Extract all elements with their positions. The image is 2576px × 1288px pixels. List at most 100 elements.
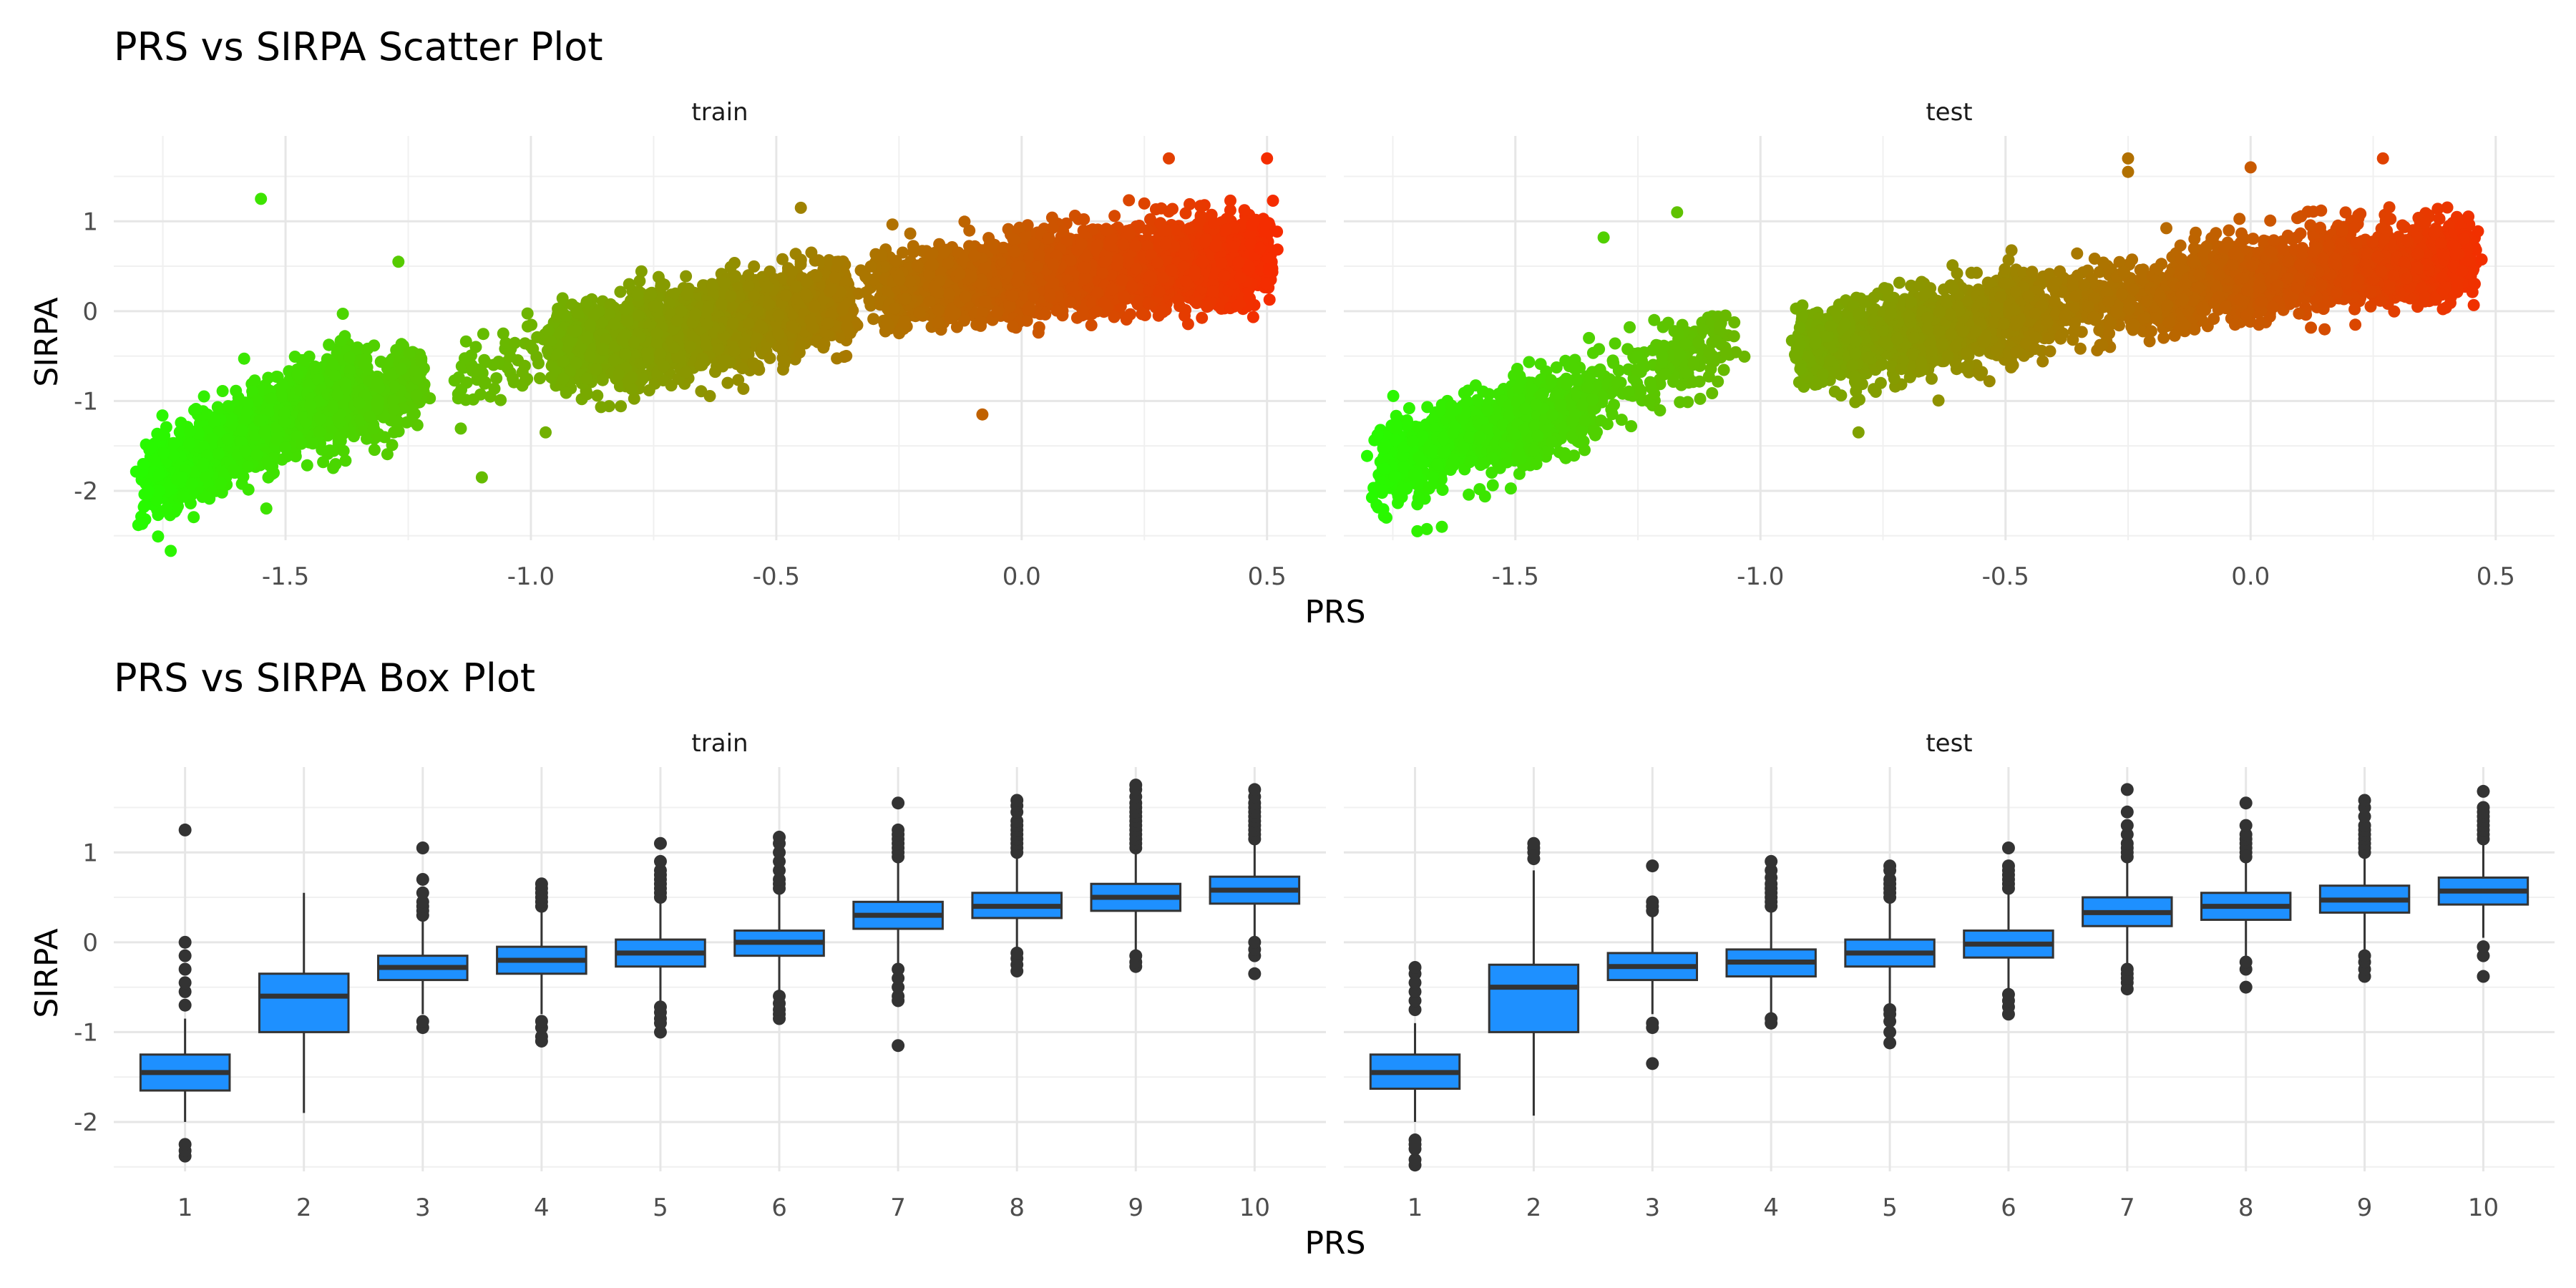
scatter-point <box>642 353 655 366</box>
scatter-point <box>410 389 423 401</box>
scatter-point <box>214 477 227 489</box>
scatter-point <box>157 429 169 441</box>
scatter-point <box>367 422 380 435</box>
scatter-point <box>747 357 760 370</box>
facet-label-train: train <box>691 98 748 127</box>
scatter-point <box>185 477 198 490</box>
scatter-point <box>840 350 853 362</box>
scatter-point <box>357 358 370 371</box>
scatter-point <box>632 309 645 322</box>
scatter-point <box>145 441 158 454</box>
scatter-point <box>867 313 880 326</box>
scatter-point <box>556 292 569 305</box>
scatter-point <box>216 385 229 397</box>
scatter-point <box>152 469 165 482</box>
scatter-point <box>776 253 789 265</box>
scatter-point <box>613 368 625 381</box>
scatter-point <box>736 362 748 375</box>
scatter-point <box>643 288 656 301</box>
scatter-point <box>616 333 629 346</box>
scatter-point <box>275 390 288 403</box>
scatter-point <box>889 302 901 315</box>
scatter-point <box>742 317 755 330</box>
scatter-point <box>212 447 225 460</box>
scatter-point <box>780 289 793 302</box>
scatter-point <box>389 415 401 428</box>
scatter-point <box>331 389 344 401</box>
scatter-point <box>689 308 702 321</box>
scatter-point <box>625 383 638 396</box>
scatter-point <box>474 388 487 401</box>
scatter-point <box>809 301 821 313</box>
scatter-point <box>751 305 764 318</box>
scatter-point <box>142 484 155 497</box>
scatter-point <box>239 444 252 457</box>
scatter-point <box>238 352 250 365</box>
scatter-point <box>336 308 349 320</box>
scatter-point <box>197 457 210 470</box>
scatter-point <box>737 382 750 395</box>
scatter-point <box>182 438 195 451</box>
scatter-point <box>240 406 253 419</box>
scatter-point <box>658 360 670 373</box>
scatter-point <box>258 426 271 439</box>
scatter-point <box>821 317 834 330</box>
scatter-point <box>571 306 584 319</box>
scatter-point <box>581 388 594 401</box>
scatter-point <box>459 352 471 365</box>
scatter-point <box>560 386 572 399</box>
scatter-point <box>635 265 648 278</box>
scatter-point <box>945 306 957 318</box>
scatter-point <box>469 341 482 353</box>
scatter-point <box>276 379 289 391</box>
scatter-point <box>738 338 751 351</box>
scatter-point <box>415 355 428 368</box>
scatter-point <box>138 499 151 512</box>
scatter-point <box>368 444 381 457</box>
scatter-point <box>157 447 170 459</box>
scatter-point <box>763 298 776 311</box>
scatter-point <box>184 425 196 438</box>
scatter-point <box>683 340 696 353</box>
scatter-point <box>886 218 899 231</box>
scatter-point <box>739 303 751 316</box>
scatter-point <box>804 313 817 326</box>
scatter-point <box>323 338 336 351</box>
scatter-point <box>337 444 350 457</box>
scatter-point <box>472 364 484 376</box>
scatter-point <box>724 290 737 303</box>
scatter-point <box>623 278 635 291</box>
scatter-point <box>580 372 593 385</box>
scatter-point <box>583 350 596 363</box>
scatter-point <box>306 437 319 450</box>
scatter-point <box>209 414 221 427</box>
scatter-point <box>800 275 813 288</box>
scatter-point <box>303 399 316 411</box>
scatter-point <box>619 348 632 361</box>
scatter-point <box>542 324 555 337</box>
scatter-point <box>628 336 640 348</box>
scatter-point <box>580 296 593 308</box>
scatter-point <box>242 460 254 473</box>
scatter-point <box>703 390 716 402</box>
scatter-point <box>507 372 519 385</box>
scatter-point <box>712 343 725 356</box>
scatter-point <box>580 333 593 346</box>
scatter-point <box>197 390 210 403</box>
scatter-point <box>557 307 570 320</box>
scatter-point <box>459 394 472 406</box>
scatter-point <box>326 358 339 371</box>
scatter-point <box>156 409 169 422</box>
scatter-point <box>532 357 545 370</box>
scatter-point <box>590 363 602 376</box>
scatter-point <box>478 377 491 390</box>
scatter-point <box>236 424 249 436</box>
scatter-point <box>772 328 785 341</box>
scatter-point <box>859 270 872 283</box>
scatter-point <box>907 245 919 258</box>
scatter-point <box>680 288 693 301</box>
scatter-point <box>790 280 803 293</box>
scatter-point <box>490 372 503 385</box>
scatter-point <box>403 346 416 359</box>
scatter-point <box>545 335 557 347</box>
